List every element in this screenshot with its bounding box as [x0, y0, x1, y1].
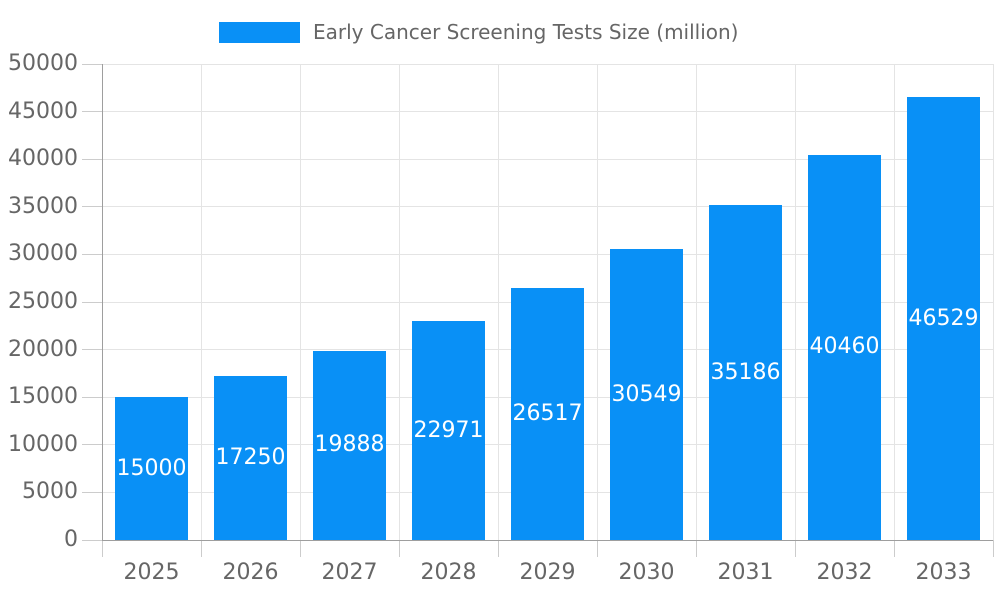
h-gridline — [102, 111, 993, 113]
h-gridline — [102, 253, 993, 255]
y-tick-label: 35000 — [8, 193, 78, 219]
x-tick-label: 2030 — [618, 560, 675, 585]
bar: 15000 — [115, 397, 188, 540]
x-tick — [497, 540, 499, 557]
x-tick-label: 2031 — [717, 560, 774, 585]
y-tick-label: 5000 — [22, 479, 78, 505]
x-axis-line — [102, 539, 993, 541]
x-tick — [200, 540, 202, 557]
bar-value-label: 15000 — [116, 455, 187, 481]
bar-value-label: 22971 — [413, 417, 484, 443]
bar: 46529 — [907, 97, 980, 540]
h-gridline — [102, 158, 993, 160]
x-tick-label: 2025 — [123, 560, 180, 585]
x-tick — [398, 540, 400, 557]
bar-value-label: 35186 — [710, 359, 781, 385]
bar: 26517 — [511, 287, 584, 540]
bar-value-label: 19888 — [314, 432, 385, 458]
y-tick — [82, 253, 102, 255]
y-tick — [82, 158, 102, 160]
y-tick-label: 40000 — [8, 146, 78, 172]
y-tick-label: 20000 — [8, 336, 78, 362]
x-tick — [794, 540, 796, 557]
bar-value-label: 17250 — [215, 444, 286, 470]
bar: 22971 — [412, 321, 485, 540]
x-tick — [596, 540, 598, 557]
v-gridline — [299, 64, 301, 540]
v-gridline — [596, 64, 598, 540]
y-axis-line — [101, 64, 103, 541]
bar: 40460 — [808, 154, 881, 540]
bar: 19888 — [313, 350, 386, 540]
legend-label: Early Cancer Screening Tests Size (milli… — [313, 20, 739, 44]
bar: 35186 — [709, 205, 782, 540]
x-tick — [992, 540, 994, 557]
bar-value-label: 30549 — [611, 381, 682, 407]
bar-value-label: 40460 — [809, 334, 880, 360]
bar: 30549 — [610, 249, 683, 540]
v-gridline — [695, 64, 697, 540]
x-tick — [101, 540, 103, 557]
x-tick — [299, 540, 301, 557]
y-tick — [82, 111, 102, 113]
y-tick — [82, 349, 102, 351]
x-tick — [695, 540, 697, 557]
bar-value-label: 26517 — [512, 400, 583, 426]
y-tick-label: 30000 — [8, 241, 78, 267]
y-tick-label: 10000 — [8, 431, 78, 457]
legend-swatch — [219, 21, 300, 43]
y-tick — [82, 539, 102, 541]
x-tick — [893, 540, 895, 557]
x-tick-label: 2026 — [222, 560, 279, 585]
h-gridline — [102, 63, 993, 65]
legend: Early Cancer Screening Tests Size (milli… — [219, 20, 739, 44]
bar: 17250 — [214, 375, 287, 540]
y-tick — [82, 206, 102, 208]
v-gridline — [200, 64, 202, 540]
x-tick-label: 2027 — [321, 560, 378, 585]
y-tick-label: 0 — [64, 527, 78, 552]
v-gridline — [794, 64, 796, 540]
y-tick — [82, 301, 102, 303]
h-gridline — [102, 206, 993, 208]
x-tick-label: 2032 — [816, 560, 873, 585]
y-tick — [82, 63, 102, 65]
y-tick-label: 50000 — [8, 51, 78, 76]
v-gridline — [398, 64, 400, 540]
y-tick-label: 45000 — [8, 98, 78, 124]
y-tick — [82, 491, 102, 493]
y-tick — [82, 396, 102, 398]
x-tick-label: 2028 — [420, 560, 477, 585]
bar-value-label: 46529 — [908, 305, 979, 331]
v-gridline — [893, 64, 895, 540]
y-tick — [82, 444, 102, 446]
x-tick-label: 2029 — [519, 560, 576, 585]
v-gridline — [497, 64, 499, 540]
x-tick-label: 2033 — [915, 560, 972, 585]
v-gridline — [992, 64, 994, 540]
y-tick-label: 15000 — [8, 384, 78, 410]
y-tick-label: 25000 — [8, 289, 78, 314]
